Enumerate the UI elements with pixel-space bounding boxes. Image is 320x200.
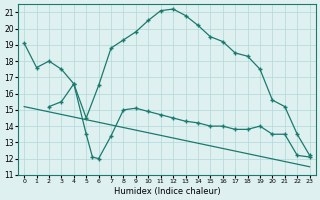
X-axis label: Humidex (Indice chaleur): Humidex (Indice chaleur) <box>114 187 220 196</box>
